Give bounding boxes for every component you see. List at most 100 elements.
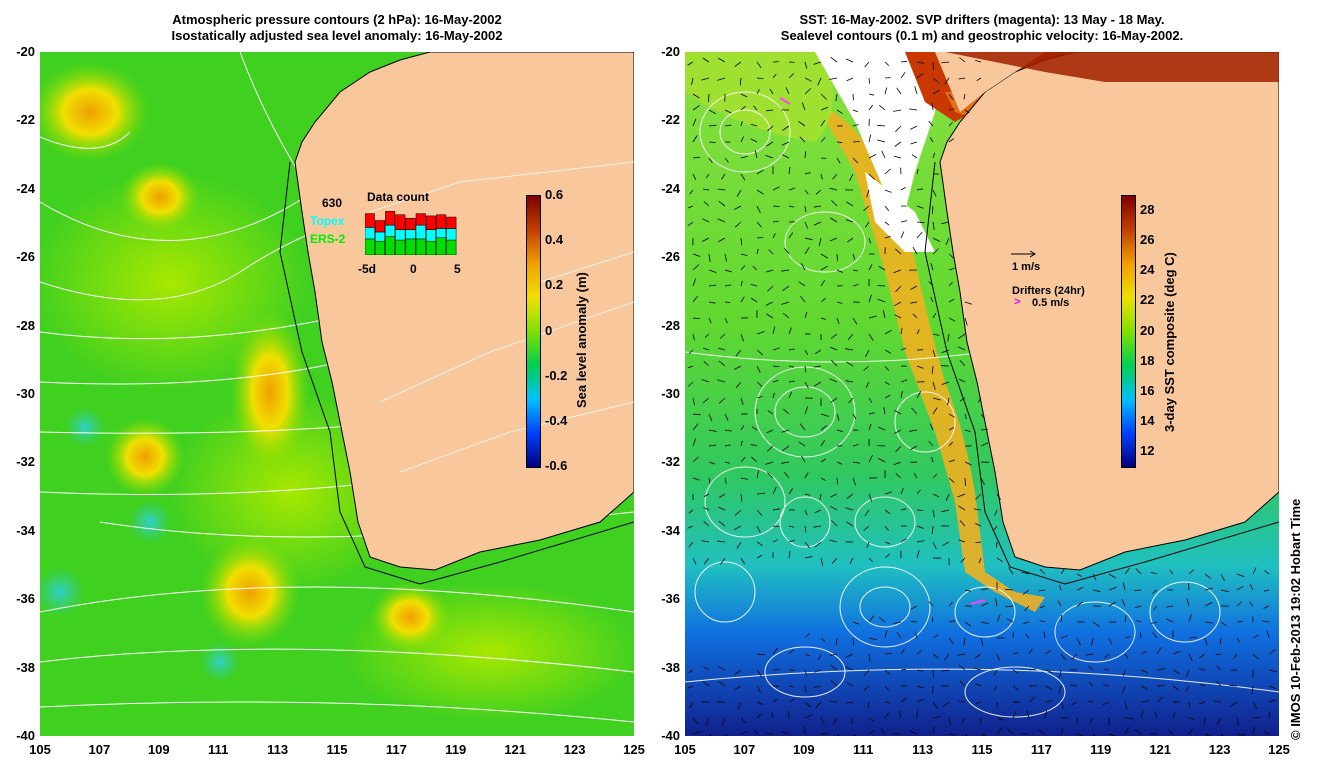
velocity-arrow	[815, 349, 822, 354]
velocity-arrow	[798, 281, 806, 287]
velocity-arrow	[1085, 653, 1094, 656]
velocity-arrow	[1025, 633, 1030, 639]
data-count-bar	[446, 216, 457, 229]
velocity-arrow	[753, 105, 758, 111]
velocity-arrow	[717, 379, 726, 383]
velocity-arrow	[884, 329, 892, 335]
x-tick-label: 119	[1090, 742, 1112, 757]
velocity-arrow	[868, 333, 874, 341]
velocity-arrow	[980, 733, 986, 736]
velocity-arrow	[964, 621, 972, 627]
velocity-arrow	[893, 269, 902, 274]
velocity-arrow	[788, 488, 794, 495]
velocity-arrow	[740, 493, 743, 502]
velocity-arrow	[868, 653, 871, 662]
velocity-arrow	[804, 365, 807, 373]
data-count-value: 630	[322, 196, 343, 210]
velocity-arrow	[804, 349, 809, 355]
velocity-arrow	[804, 247, 810, 255]
x-tick-label: 115	[971, 742, 993, 757]
velocity-arrow	[941, 221, 950, 225]
velocity-arrow	[948, 282, 953, 287]
velocity-arrow	[756, 713, 762, 719]
x-tick-label: 121	[1149, 742, 1172, 757]
sst-map[interactable]	[685, 52, 1279, 736]
velocity-arrow	[1108, 733, 1116, 736]
velocity-arrow	[718, 397, 726, 404]
velocity-arrow	[766, 269, 774, 273]
velocity-arrow	[1122, 685, 1126, 693]
velocity-arrow	[1057, 600, 1062, 607]
velocity-arrow	[740, 280, 743, 287]
velocity-arrow	[1060, 701, 1065, 709]
velocity-arrow	[845, 58, 854, 63]
velocity-arrow	[718, 493, 726, 498]
velocity-arrow	[852, 283, 859, 287]
velocity-arrow	[704, 333, 710, 338]
velocity-arrow	[932, 726, 935, 735]
velocity-arrow	[959, 57, 966, 63]
velocity-arrow	[1188, 653, 1193, 662]
velocity-arrow	[973, 508, 982, 511]
data-count-bar	[385, 224, 396, 237]
velocity-arrow	[756, 525, 761, 533]
velocity-arrow	[820, 253, 829, 259]
velocity-arrow	[884, 221, 890, 226]
velocity-arrow	[1039, 620, 1046, 623]
y-tick-label: -26	[661, 249, 680, 265]
colorbar-tick-label: 20	[1140, 322, 1155, 338]
velocity-arrow	[735, 349, 742, 357]
velocity-arrow	[692, 253, 701, 257]
velocity-arrow	[975, 541, 982, 543]
velocity-arrow	[820, 477, 826, 481]
velocity-arrow	[932, 541, 937, 550]
australia-landmass-sst	[939, 52, 1279, 571]
velocity-arrow	[835, 637, 838, 645]
velocity-arrow	[868, 717, 874, 722]
velocity-arrow	[829, 346, 838, 351]
velocity-arrow	[688, 541, 694, 548]
velocity-arrow	[848, 397, 854, 404]
velocity-arrow	[948, 637, 954, 645]
velocity-arrow	[895, 473, 902, 479]
velocity-arrow	[863, 669, 870, 676]
velocity-arrow	[916, 188, 923, 191]
velocity-arrow	[1134, 729, 1142, 735]
velocity-arrow	[932, 89, 940, 95]
velocity-arrow	[836, 269, 844, 273]
velocity-arrow	[692, 557, 697, 565]
velocity-arrow	[948, 317, 956, 322]
velocity-arrow	[772, 205, 780, 207]
velocity-arrow	[1088, 681, 1094, 687]
velocity-arrow	[740, 136, 744, 143]
data-count-bar	[374, 220, 385, 233]
velocity-arrow	[708, 269, 717, 273]
velocity-arrow	[1108, 637, 1112, 645]
velocity-arrow	[804, 381, 809, 389]
velocity-arrow	[1188, 582, 1190, 591]
velocity-arrow	[868, 615, 874, 623]
velocity-arrow	[804, 525, 807, 533]
velocity-arrow	[781, 269, 790, 272]
velocity-arrow	[1135, 568, 1142, 575]
velocity-arrow	[692, 173, 697, 180]
colorbar-tick-label: -0.2	[545, 367, 568, 383]
velocity-arrow	[932, 248, 939, 255]
velocity-arrow	[1124, 615, 1127, 623]
velocity-arrow	[893, 109, 902, 112]
velocity-arrow	[703, 201, 710, 207]
velocity-arrow	[835, 93, 838, 102]
sea-level-anomaly-map[interactable]	[40, 52, 634, 736]
velocity-arrow	[868, 173, 875, 180]
right-map-title: SST: 16-May-2002. SVP drifters (magenta)…	[685, 12, 1279, 44]
data-count-bar	[385, 211, 396, 226]
velocity-arrow	[930, 263, 934, 271]
velocity-arrow	[868, 237, 872, 244]
velocity-arrow	[689, 189, 694, 195]
velocity-arrow	[948, 298, 955, 303]
velocity-arrow	[959, 520, 966, 527]
colorbar-tick-label: 24	[1140, 262, 1155, 278]
velocity-arrow	[893, 155, 902, 159]
velocity-arrow	[849, 557, 854, 564]
velocity-arrow	[912, 313, 918, 319]
